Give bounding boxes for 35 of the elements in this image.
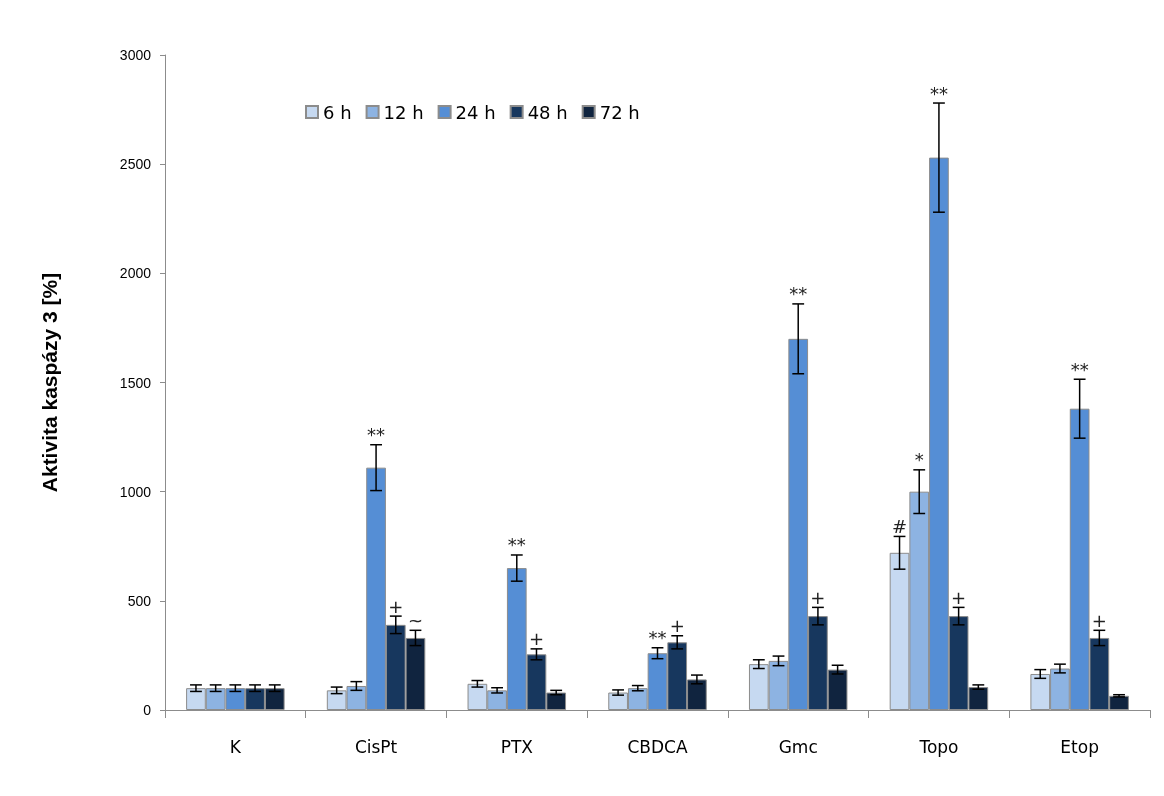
- data-label: **: [929, 82, 948, 104]
- data-label: **: [1070, 358, 1089, 380]
- y-tick-label: 1000: [119, 483, 152, 500]
- data-label: **: [648, 627, 667, 649]
- data-label: +: [1091, 609, 1107, 631]
- x-tick-label: Topo: [918, 736, 959, 757]
- data-label: ~: [407, 609, 424, 631]
- y-tick-label: 1500: [119, 374, 152, 391]
- data-label: *: [914, 449, 924, 471]
- legend-label: 24 h: [455, 101, 496, 123]
- x-tick-label: CisPt: [354, 736, 398, 757]
- data-label: +: [528, 628, 545, 650]
- legend-label: 6 h: [323, 101, 352, 123]
- legend-label: 48 h: [527, 101, 568, 123]
- x-tick-label: Etop: [1060, 736, 1099, 757]
- y-tick-label: 3000: [119, 47, 152, 63]
- data-label: +: [951, 586, 967, 608]
- y-tick-label: 2500: [119, 156, 152, 173]
- data-label: +: [810, 586, 826, 608]
- data-label: +: [388, 595, 404, 617]
- x-tick-label: PTX: [500, 736, 534, 757]
- x-tick-label: CBDCA: [627, 736, 688, 757]
- y-tick-label: 2000: [119, 265, 152, 282]
- data-label: #: [891, 515, 908, 537]
- data-label: **: [367, 424, 386, 446]
- y-tick-label: 0: [143, 702, 152, 718]
- legend-label: 12 h: [383, 101, 424, 123]
- y-axis-title: Aktivita kaspázy 3 [%]: [38, 272, 61, 493]
- x-tick-label: Gmc: [778, 736, 818, 757]
- y-tick-label: 500: [127, 592, 152, 609]
- x-tick-label: K: [229, 736, 242, 757]
- data-label: +: [669, 615, 685, 637]
- legend-label: 72 h: [599, 101, 640, 123]
- data-label: **: [789, 283, 808, 305]
- data-label: **: [507, 534, 526, 556]
